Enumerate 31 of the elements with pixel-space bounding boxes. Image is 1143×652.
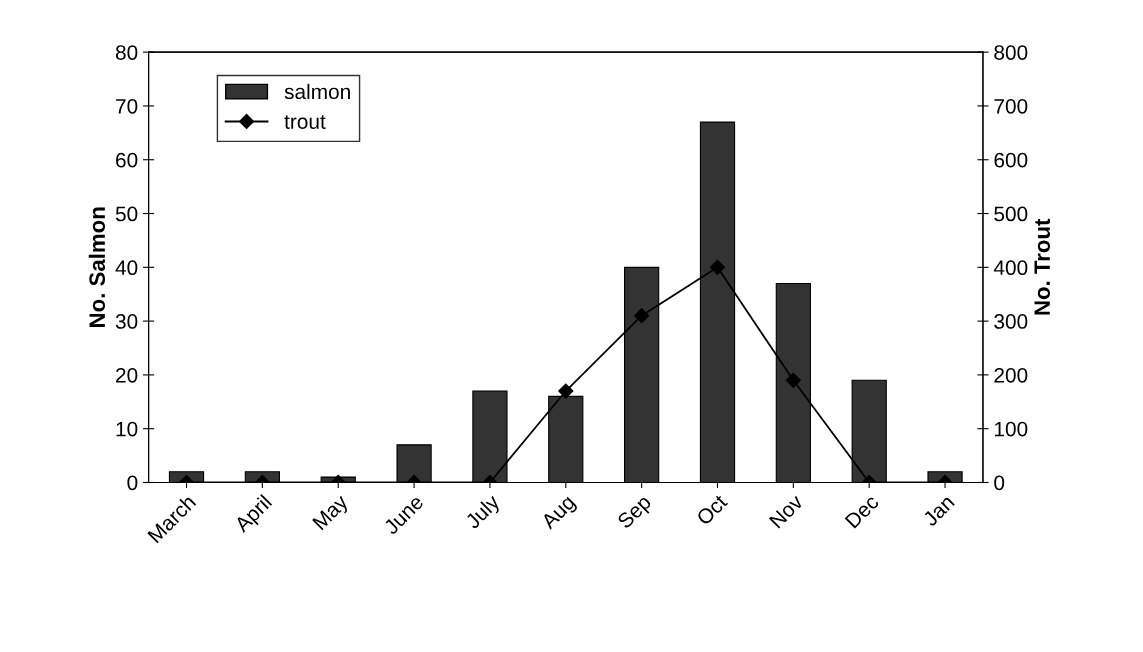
- x-tick-label: Aug: [540, 494, 579, 533]
- y2-tick-label: 500: [994, 206, 1028, 222]
- y2-axis-title: No. Trout: [1034, 218, 1051, 315]
- y-tick-label: 70: [116, 98, 138, 114]
- y-tick-label: 40: [115, 260, 138, 276]
- y2-tick-label: 200: [994, 367, 1028, 383]
- y-tick-label: 30: [115, 314, 138, 329]
- y-tick-label: 50: [115, 206, 138, 222]
- y-tick-label: 0: [127, 475, 138, 491]
- y2-tick-label: 700: [994, 98, 1028, 114]
- y2-tick-label: 300: [994, 314, 1028, 329]
- y2-tick-label: 800: [994, 45, 1028, 60]
- x-tick-label: Dec: [844, 493, 880, 529]
- legend-label: salmon: [284, 83, 350, 100]
- x-tick-label: Nov: [768, 493, 805, 529]
- y2-tick-label: 600: [994, 152, 1028, 168]
- y-tick-label: 10: [116, 421, 138, 437]
- x-tick-label: July: [463, 492, 504, 533]
- bar: [396, 444, 432, 483]
- x-tick-label: Jan: [922, 494, 955, 528]
- legend-label: trout: [284, 115, 326, 129]
- y-tick-label: 80: [115, 45, 138, 60]
- y2-tick-label: 400: [993, 260, 1028, 276]
- x-tick-label: Sep: [616, 493, 655, 533]
- y2-tick-label: 100: [994, 421, 1028, 437]
- y-axis-title: No. Salmon: [88, 207, 106, 327]
- y-tick-label: 60: [116, 152, 138, 168]
- x-tick-label: May: [312, 493, 352, 534]
- y2-tick-label: 0: [994, 475, 1005, 491]
- x-tick-label: Oct: [695, 493, 729, 526]
- y-tick-label: 20: [116, 367, 138, 383]
